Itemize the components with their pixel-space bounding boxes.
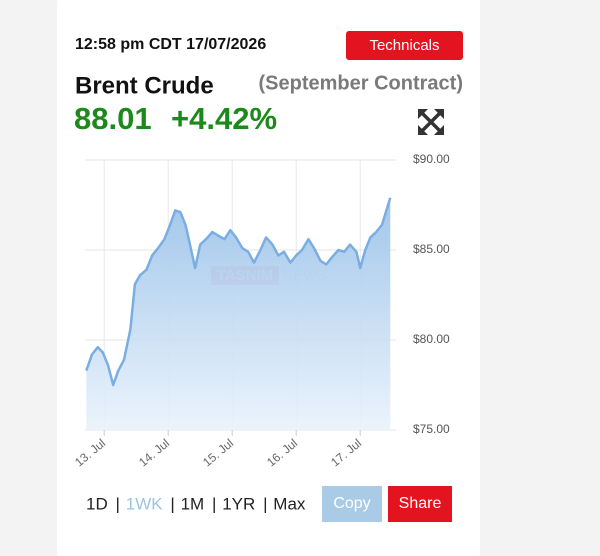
range-button[interactable]: 1YR	[222, 494, 255, 513]
contract: (September Contract)	[259, 72, 463, 94]
copy-button[interactable]	[322, 486, 382, 522]
range-button[interactable]: Max	[273, 494, 306, 513]
y-tick-label: $90.00	[413, 152, 450, 166]
timestamp: 12:58 pm CDT 17/07/2026	[75, 36, 266, 53]
change: +4.42%	[171, 101, 277, 136]
y-tick-label: $75.00	[413, 422, 450, 436]
expand-icon[interactable]	[418, 109, 444, 135]
range-button[interactable]: 1D	[86, 494, 108, 513]
range-selector: 1D | 1WK | 1M | 1YR | Max	[86, 494, 306, 513]
range-button[interactable]: 1WK	[126, 494, 164, 513]
copy-label[interactable]: Copy	[333, 495, 370, 512]
y-tick-label: $80.00	[413, 332, 450, 346]
separator: |	[170, 494, 174, 513]
share-button[interactable]	[388, 486, 452, 522]
technicals-button[interactable]	[346, 31, 463, 60]
area-fill	[86, 197, 391, 430]
separator: |	[212, 494, 216, 513]
technicals-label[interactable]: Technicals	[369, 37, 439, 54]
price: 88.01	[74, 101, 152, 136]
y-tick-label: $85.00	[413, 242, 450, 256]
share-label[interactable]: Share	[399, 495, 442, 512]
separator: |	[263, 494, 267, 513]
range-button[interactable]: 1M	[181, 494, 205, 513]
price-line	[85, 197, 392, 387]
instrument: Brent Crude	[75, 72, 214, 99]
separator: |	[116, 494, 120, 513]
